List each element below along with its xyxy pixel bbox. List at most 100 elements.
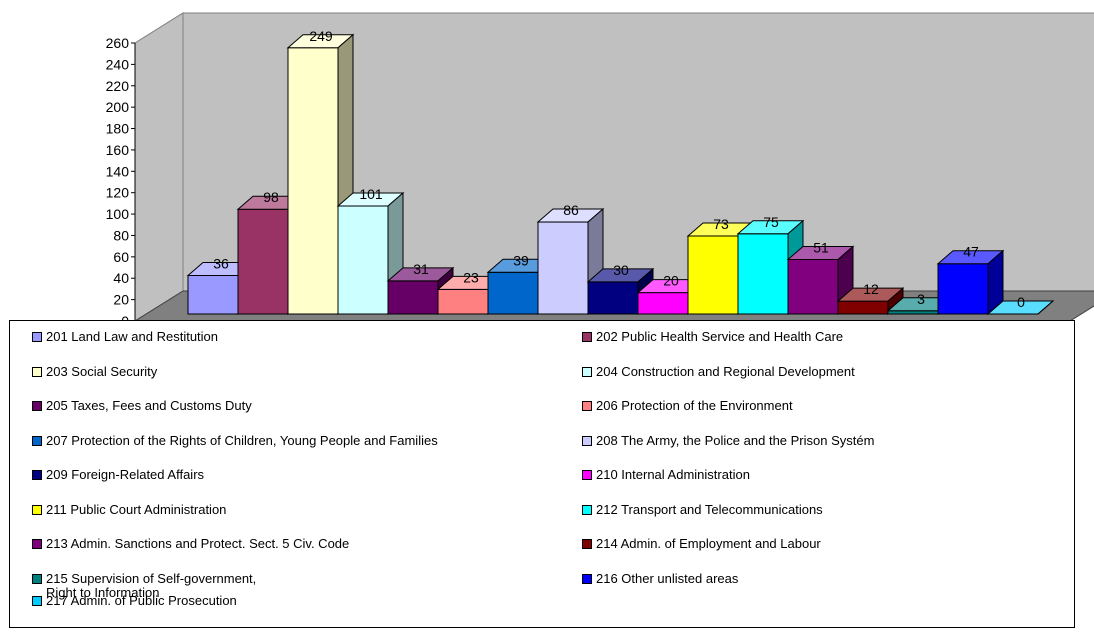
y-tick-label: 160: [106, 142, 130, 158]
legend-label: 207 Protection of the Rights of Children…: [46, 432, 438, 448]
bar-front: [587, 281, 639, 315]
bar-value-label: 31: [413, 261, 429, 277]
bar-front: [337, 205, 389, 315]
legend-item-207: 207 Protection of the Rights of Children…: [32, 432, 438, 448]
legend-swatch: [582, 470, 592, 480]
bar-front: [737, 233, 789, 315]
legend-label: 202 Public Health Service and Health Car…: [596, 329, 844, 344]
legend-item-215: 215 Supervision of Self-government, Righ…: [32, 570, 257, 600]
bar-front: [437, 288, 489, 315]
bar-217: 0: [986, 294, 1055, 315]
legend-label: 204 Construction and Regional Developmen…: [596, 363, 855, 379]
bar-front: [787, 258, 839, 315]
bar-value-label: 12: [863, 281, 879, 297]
bar-value-label: 101: [359, 186, 383, 202]
bar-208: 86: [536, 202, 605, 316]
legend-label: 203 Social Security: [46, 363, 158, 379]
legend-swatch: [32, 596, 42, 606]
y-tick-label: 80: [113, 227, 129, 243]
legend-item-213: 213 Admin. Sanctions and Protect. Sect. …: [32, 537, 349, 551]
legend-label: 217 Admin. of Public Prosecution: [46, 593, 237, 608]
legend-item-206: 206 Protection of the Environment: [582, 398, 793, 413]
legend-label: 212 Transport and Telecommunications: [596, 501, 823, 517]
bar-value-label: 249: [309, 28, 333, 44]
bar-value-label: 3: [917, 291, 925, 307]
bar-216: 47: [936, 244, 1005, 316]
legend-swatch: [32, 539, 42, 549]
legend-swatch: [582, 573, 592, 584]
legend-item-209: 209 Foreign-Related Affairs: [32, 467, 205, 482]
legend-item-214: 214 Admin. of Employment and Labour: [582, 536, 821, 551]
bar-front: [237, 208, 289, 315]
y-tick-label: 220: [106, 78, 130, 94]
legend-swatch: [32, 366, 42, 377]
legend-swatch: [32, 573, 42, 584]
bar-value-label: 73: [713, 216, 729, 232]
bar-side: [1037, 300, 1054, 315]
bar-value-label: 23: [463, 269, 479, 285]
legend-swatch: [32, 504, 42, 515]
legend-swatch: [582, 539, 592, 549]
bar-value-label: 47: [963, 244, 979, 260]
bar-front: [187, 275, 239, 315]
legend-label: 206 Protection of the Environment: [596, 398, 793, 413]
y-tick-label: 60: [113, 249, 129, 265]
legend-label: 209 Foreign-Related Affairs: [46, 467, 205, 482]
bar-front: [537, 221, 589, 315]
legend-item-208: 208 The Army, the Police and the Prison …: [582, 432, 875, 448]
y-tick-label: 140: [106, 163, 130, 179]
y-tick-label: 100: [106, 206, 130, 222]
bar-value-label: 75: [763, 214, 779, 230]
bar-front: [387, 280, 439, 315]
bar-203: 249: [286, 28, 355, 316]
legend-item-216: 216 Other unlisted areas: [582, 571, 738, 586]
legend-item-202: 202 Public Health Service and Health Car…: [582, 329, 844, 344]
legend-label: 210 Internal Administration: [596, 467, 750, 482]
bar-value-label: 30: [613, 262, 629, 278]
legend-item-204: 204 Construction and Regional Developmen…: [582, 363, 855, 379]
bar-front: [687, 235, 739, 315]
y-tick-label: 180: [106, 121, 130, 137]
bar-value-label: 36: [213, 256, 229, 272]
bar-front: [287, 47, 339, 315]
y-tick-label: 260: [106, 35, 130, 51]
bar-front: [937, 263, 989, 315]
legend-label: 215 Supervision of Self-government, Righ…: [46, 570, 257, 600]
y-tick-label: 20: [113, 292, 129, 308]
legend-swatch: [582, 435, 592, 446]
bar-value-label: 39: [513, 252, 529, 268]
legend-item-217: 217 Admin. of Public Prosecution: [32, 593, 237, 608]
chart-side-wall: [134, 12, 184, 320]
chart-legend: 201 Land Law and Restitution 202 Public H…: [9, 320, 1075, 628]
legend-label: 208 The Army, the Police and the Prison …: [596, 432, 875, 448]
legend-swatch: [582, 366, 592, 377]
y-tick-label: 240: [106, 56, 130, 72]
legend-swatch: [582, 332, 592, 342]
y-tick-label: 0: [121, 313, 129, 320]
legend-swatch: [32, 401, 42, 411]
legend-swatch: [32, 332, 42, 342]
legend-swatch: [582, 504, 592, 515]
bar-value-label: 51: [813, 239, 829, 255]
legend-label: 205 Taxes, Fees and Customs Duty: [46, 398, 252, 413]
y-tick-label: 120: [106, 185, 130, 201]
bar-front: [487, 271, 539, 315]
bar-value-label: 98: [263, 189, 279, 205]
legend-swatch: [582, 401, 592, 411]
bar-209: 30: [586, 262, 655, 316]
bar-value-label: 86: [563, 202, 579, 218]
legend-swatch: [32, 470, 42, 480]
legend-item-205: 205 Taxes, Fees and Customs Duty: [32, 398, 252, 413]
legend-swatch: [32, 435, 42, 446]
legend-item-203: 203 Social Security: [32, 363, 158, 379]
y-tick-label: 40: [113, 270, 129, 286]
legend-label: 214 Admin. of Employment and Labour: [596, 536, 821, 551]
legend-label: 211 Public Court Administration: [46, 501, 227, 517]
bar-front: [637, 292, 689, 315]
y-tick-label: 200: [106, 99, 130, 115]
bar-value-label: 20: [663, 273, 679, 289]
bar-chart: 0204060801001201401601802002202402603698…: [106, 12, 1094, 320]
bar-front: [837, 300, 889, 315]
legend-item-201: 201 Land Law and Restitution: [32, 329, 219, 344]
legend-label: 201 Land Law and Restitution: [46, 329, 219, 344]
